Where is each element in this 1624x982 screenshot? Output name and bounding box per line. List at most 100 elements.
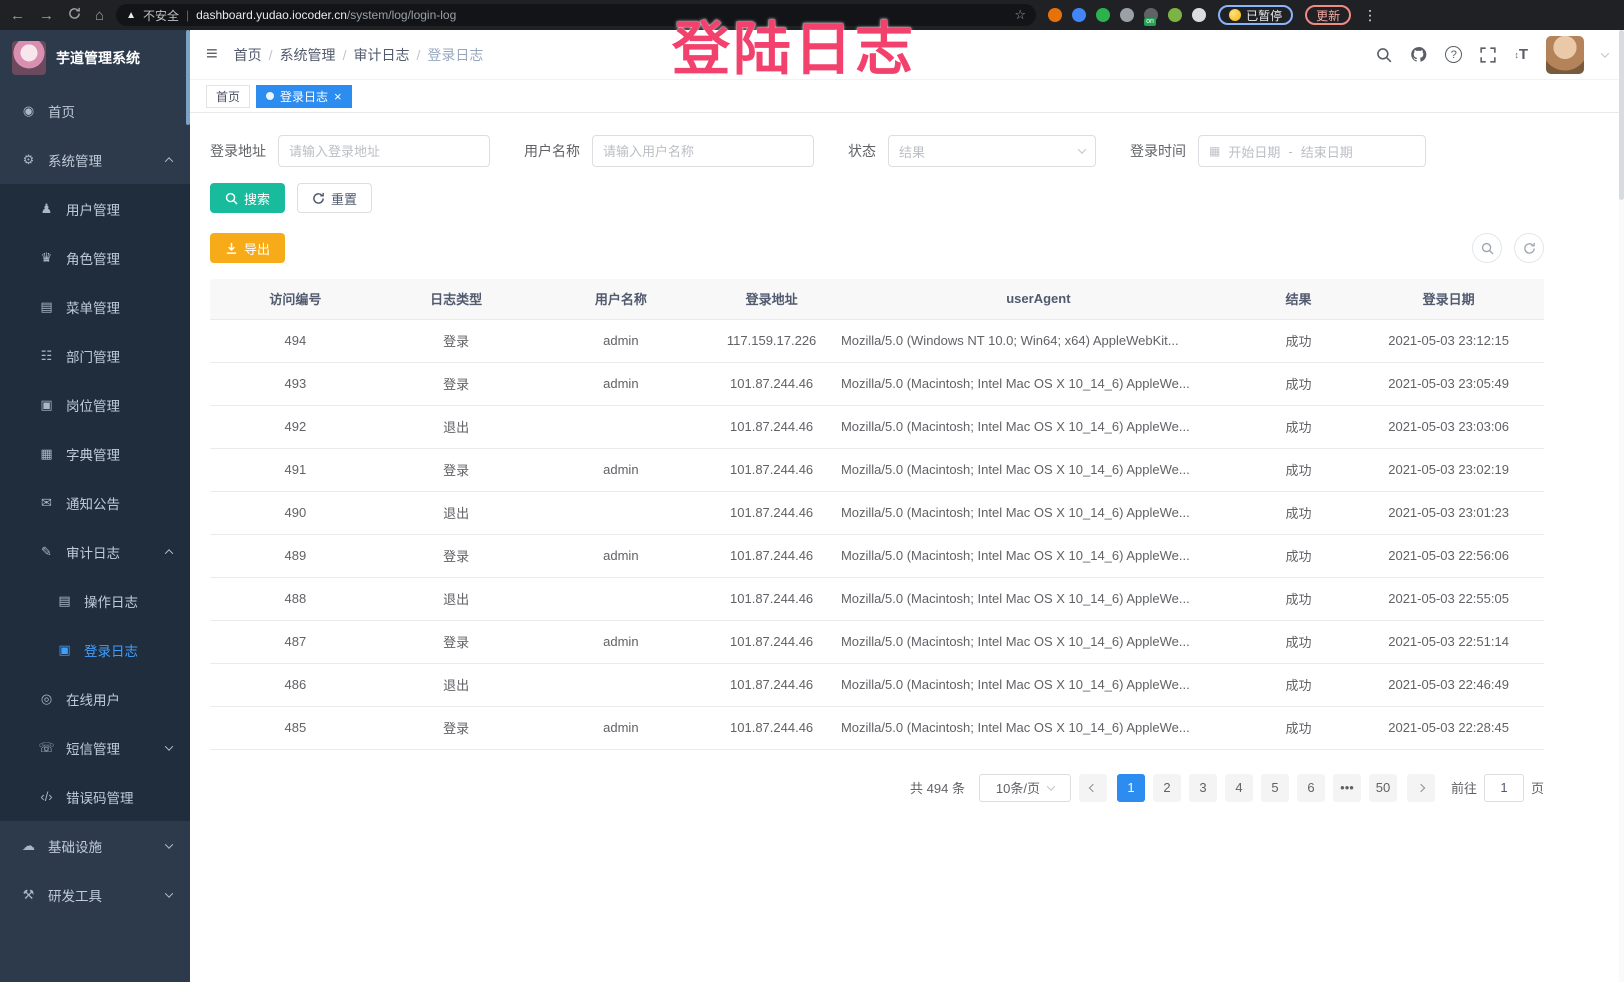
tag-首页[interactable]: 首页 <box>206 84 251 108</box>
sidebar-item-审计日志[interactable]: ✎ 审计日志 <box>0 527 190 576</box>
avatar-caret-icon[interactable] <box>1600 48 1610 58</box>
table-row[interactable]: 487 登录 admin 101.87.244.46 Mozilla/5.0 (Maci… <box>210 620 1544 664</box>
page-button-•••[interactable]: ••• <box>1332 773 1361 802</box>
sidebar-item-基础设施[interactable]: ☁ 基础设施 <box>0 821 190 870</box>
page-button-3[interactable]: 3 <box>1188 773 1217 802</box>
browser-extension-icon[interactable]: on <box>1144 8 1159 26</box>
sidebar-scrollbar[interactable] <box>186 30 190 125</box>
breadcrumb-item[interactable]: 系统管理 <box>279 46 336 63</box>
page-size-select[interactable]: 10条/页 <box>978 773 1071 802</box>
status-select[interactable]: 结果 <box>888 135 1096 167</box>
sidebar-item-研发工具[interactable]: ⚒ 研发工具 <box>0 870 190 919</box>
browser-reload-icon[interactable] <box>68 7 81 24</box>
dashboard-icon: ◉ <box>22 102 35 118</box>
browser-extension-icon[interactable] <box>1072 8 1087 22</box>
sidebar-item-菜单管理[interactable]: ▤ 菜单管理 <box>0 282 190 331</box>
toggle-search-icon[interactable] <box>1472 233 1502 263</box>
table-cell: 492 <box>210 405 381 449</box>
table-cell: 退出 <box>380 663 532 707</box>
bookmark-star-icon[interactable]: ☆ <box>1014 7 1027 22</box>
browser-extension-icon[interactable] <box>1096 8 1111 22</box>
sidebar-item-label: 在线用户 <box>66 692 120 708</box>
username-label: 用户名称 <box>524 143 580 159</box>
security-warning-label[interactable]: 不安全 <box>142 8 179 23</box>
page-scrollbar[interactable] <box>1619 30 1624 982</box>
browser-back-icon[interactable]: ← <box>10 6 25 24</box>
date-range-picker[interactable]: ▦ 开始日期 - 结束日期 <box>1198 135 1426 167</box>
close-icon[interactable]: × <box>334 88 342 104</box>
table-row[interactable]: 491 登录 admin 101.87.244.46 Mozilla/5.0 (Maci… <box>210 448 1544 492</box>
breadcrumb-item[interactable]: 首页 <box>233 46 262 63</box>
sidebar-item-字典管理[interactable]: ▦ 字典管理 <box>0 429 190 478</box>
browser-extension-icon[interactable] <box>1168 8 1183 22</box>
help-icon[interactable]: ? <box>1445 46 1463 63</box>
browser-extension-icon[interactable] <box>1192 8 1207 22</box>
address-input[interactable] <box>278 135 490 167</box>
table-cell <box>531 577 711 621</box>
login-log-icon: ▣ <box>58 641 71 657</box>
app-logo-row[interactable]: 芋道管理系统 <box>0 30 190 86</box>
github-icon[interactable] <box>1410 46 1427 63</box>
table-row[interactable]: 488 退出 101.87.244.46 Mozilla/5.0 (Macintosh… <box>210 577 1544 621</box>
table-row[interactable]: 493 登录 admin 101.87.244.46 Mozilla/5.0 (Maci… <box>210 362 1544 406</box>
table-cell: 2021-05-03 22:55:05 <box>1353 577 1544 621</box>
sidebar-item-角色管理[interactable]: ♛ 角色管理 <box>0 233 190 282</box>
browser-menu-icon[interactable]: ⋮ <box>1363 6 1378 23</box>
table-cell: admin <box>531 362 711 406</box>
page-button-1[interactable]: 1 <box>1116 773 1145 802</box>
sidebar-item-在线用户[interactable]: ◎ 在线用户 <box>0 674 190 723</box>
top-navbar: ≡ 首页 / 系统管理 / 审计日志 / 登录日志 ? ↕ T <box>190 30 1624 80</box>
hamburger-icon[interactable]: ≡ <box>206 43 218 65</box>
table-row[interactable]: 485 登录 admin 101.87.244.46 Mozilla/5.0 (Maci… <box>210 706 1544 750</box>
sidebar-item-通知公告[interactable]: ✉ 通知公告 <box>0 478 190 527</box>
address-bar[interactable]: ▲ 不安全 | dashboard.yudao.iocoder.cn/syste… <box>116 4 1037 26</box>
search-button[interactable]: 搜索 <box>210 183 286 213</box>
browser-extension-icon[interactable] <box>1120 8 1135 22</box>
refresh-table-icon[interactable] <box>1514 233 1544 263</box>
sidebar-item-用户管理[interactable]: ♟ 用户管理 <box>0 184 190 233</box>
sidebar-item-label: 部门管理 <box>66 349 120 365</box>
sidebar-item-岗位管理[interactable]: ▣ 岗位管理 <box>0 380 190 429</box>
sidebar-item-短信管理[interactable]: ☏ 短信管理 <box>0 723 190 772</box>
paused-pill[interactable]: 已暂停 <box>1218 5 1294 25</box>
next-page-button[interactable] <box>1406 773 1435 802</box>
browser-forward-icon[interactable]: → <box>39 6 54 24</box>
table-row[interactable]: 489 登录 admin 101.87.244.46 Mozilla/5.0 (Maci… <box>210 534 1544 578</box>
export-button[interactable]: 导出 <box>210 233 286 263</box>
sidebar-item-错误码管理[interactable]: ‹/› 错误码管理 <box>0 772 190 821</box>
role-icon: ♛ <box>40 249 53 265</box>
table-row[interactable]: 486 退出 101.87.244.46 Mozilla/5.0 (Macintosh… <box>210 663 1544 707</box>
tag-登录日志[interactable]: 登录日志 × <box>256 84 352 108</box>
sidebar-item-登录日志[interactable]: ▣ 登录日志 <box>0 625 190 674</box>
sidebar-item-部门管理[interactable]: ☷ 部门管理 <box>0 331 190 380</box>
font-size-icon[interactable]: ↕ T <box>1514 46 1528 63</box>
table-row[interactable]: 494 登录 admin 117.159.17.226 Mozilla/5.0 (Win… <box>210 318 1544 363</box>
page-button-5[interactable]: 5 <box>1260 773 1289 802</box>
prev-page-button[interactable] <box>1078 773 1107 802</box>
browser-home-icon[interactable]: ⌂ <box>95 6 105 24</box>
table-row[interactable]: 492 退出 101.87.244.46 Mozilla/5.0 (Macintosh… <box>210 405 1544 449</box>
search-icon[interactable] <box>1376 47 1392 63</box>
update-button[interactable]: 更新 <box>1305 5 1352 25</box>
fullscreen-icon[interactable] <box>1480 46 1496 63</box>
table-cell: 117.159.17.226 <box>710 318 833 363</box>
table-cell: 成功 <box>1243 405 1354 449</box>
sidebar-item-首页[interactable]: ◉ 首页 <box>0 86 190 135</box>
reset-button[interactable]: 重置 <box>297 183 373 213</box>
table-header-row: 访问编号 日志类型 用户名称 登录地址 userAgent 结果 登录日期 <box>210 279 1544 319</box>
sidebar-item-系统管理[interactable]: ⚙ 系统管理 <box>0 135 190 184</box>
chevron-down-icon <box>164 741 174 751</box>
page-button-6[interactable]: 6 <box>1296 773 1325 802</box>
goto-page-input[interactable] <box>1483 773 1524 802</box>
table-cell: 成功 <box>1243 663 1354 707</box>
avatar[interactable] <box>1546 35 1584 74</box>
sidebar-item-操作日志[interactable]: ▤ 操作日志 <box>0 576 190 625</box>
sidebar-item-label: 首页 <box>48 104 75 120</box>
username-input[interactable] <box>592 135 814 167</box>
breadcrumb-item[interactable]: 审计日志 <box>353 46 410 63</box>
page-button-2[interactable]: 2 <box>1152 773 1181 802</box>
page-button-4[interactable]: 4 <box>1224 773 1253 802</box>
page-button-50[interactable]: 50 <box>1368 773 1397 802</box>
browser-extension-icon[interactable] <box>1048 8 1063 22</box>
table-row[interactable]: 490 退出 101.87.244.46 Mozilla/5.0 (Macintosh… <box>210 491 1544 535</box>
